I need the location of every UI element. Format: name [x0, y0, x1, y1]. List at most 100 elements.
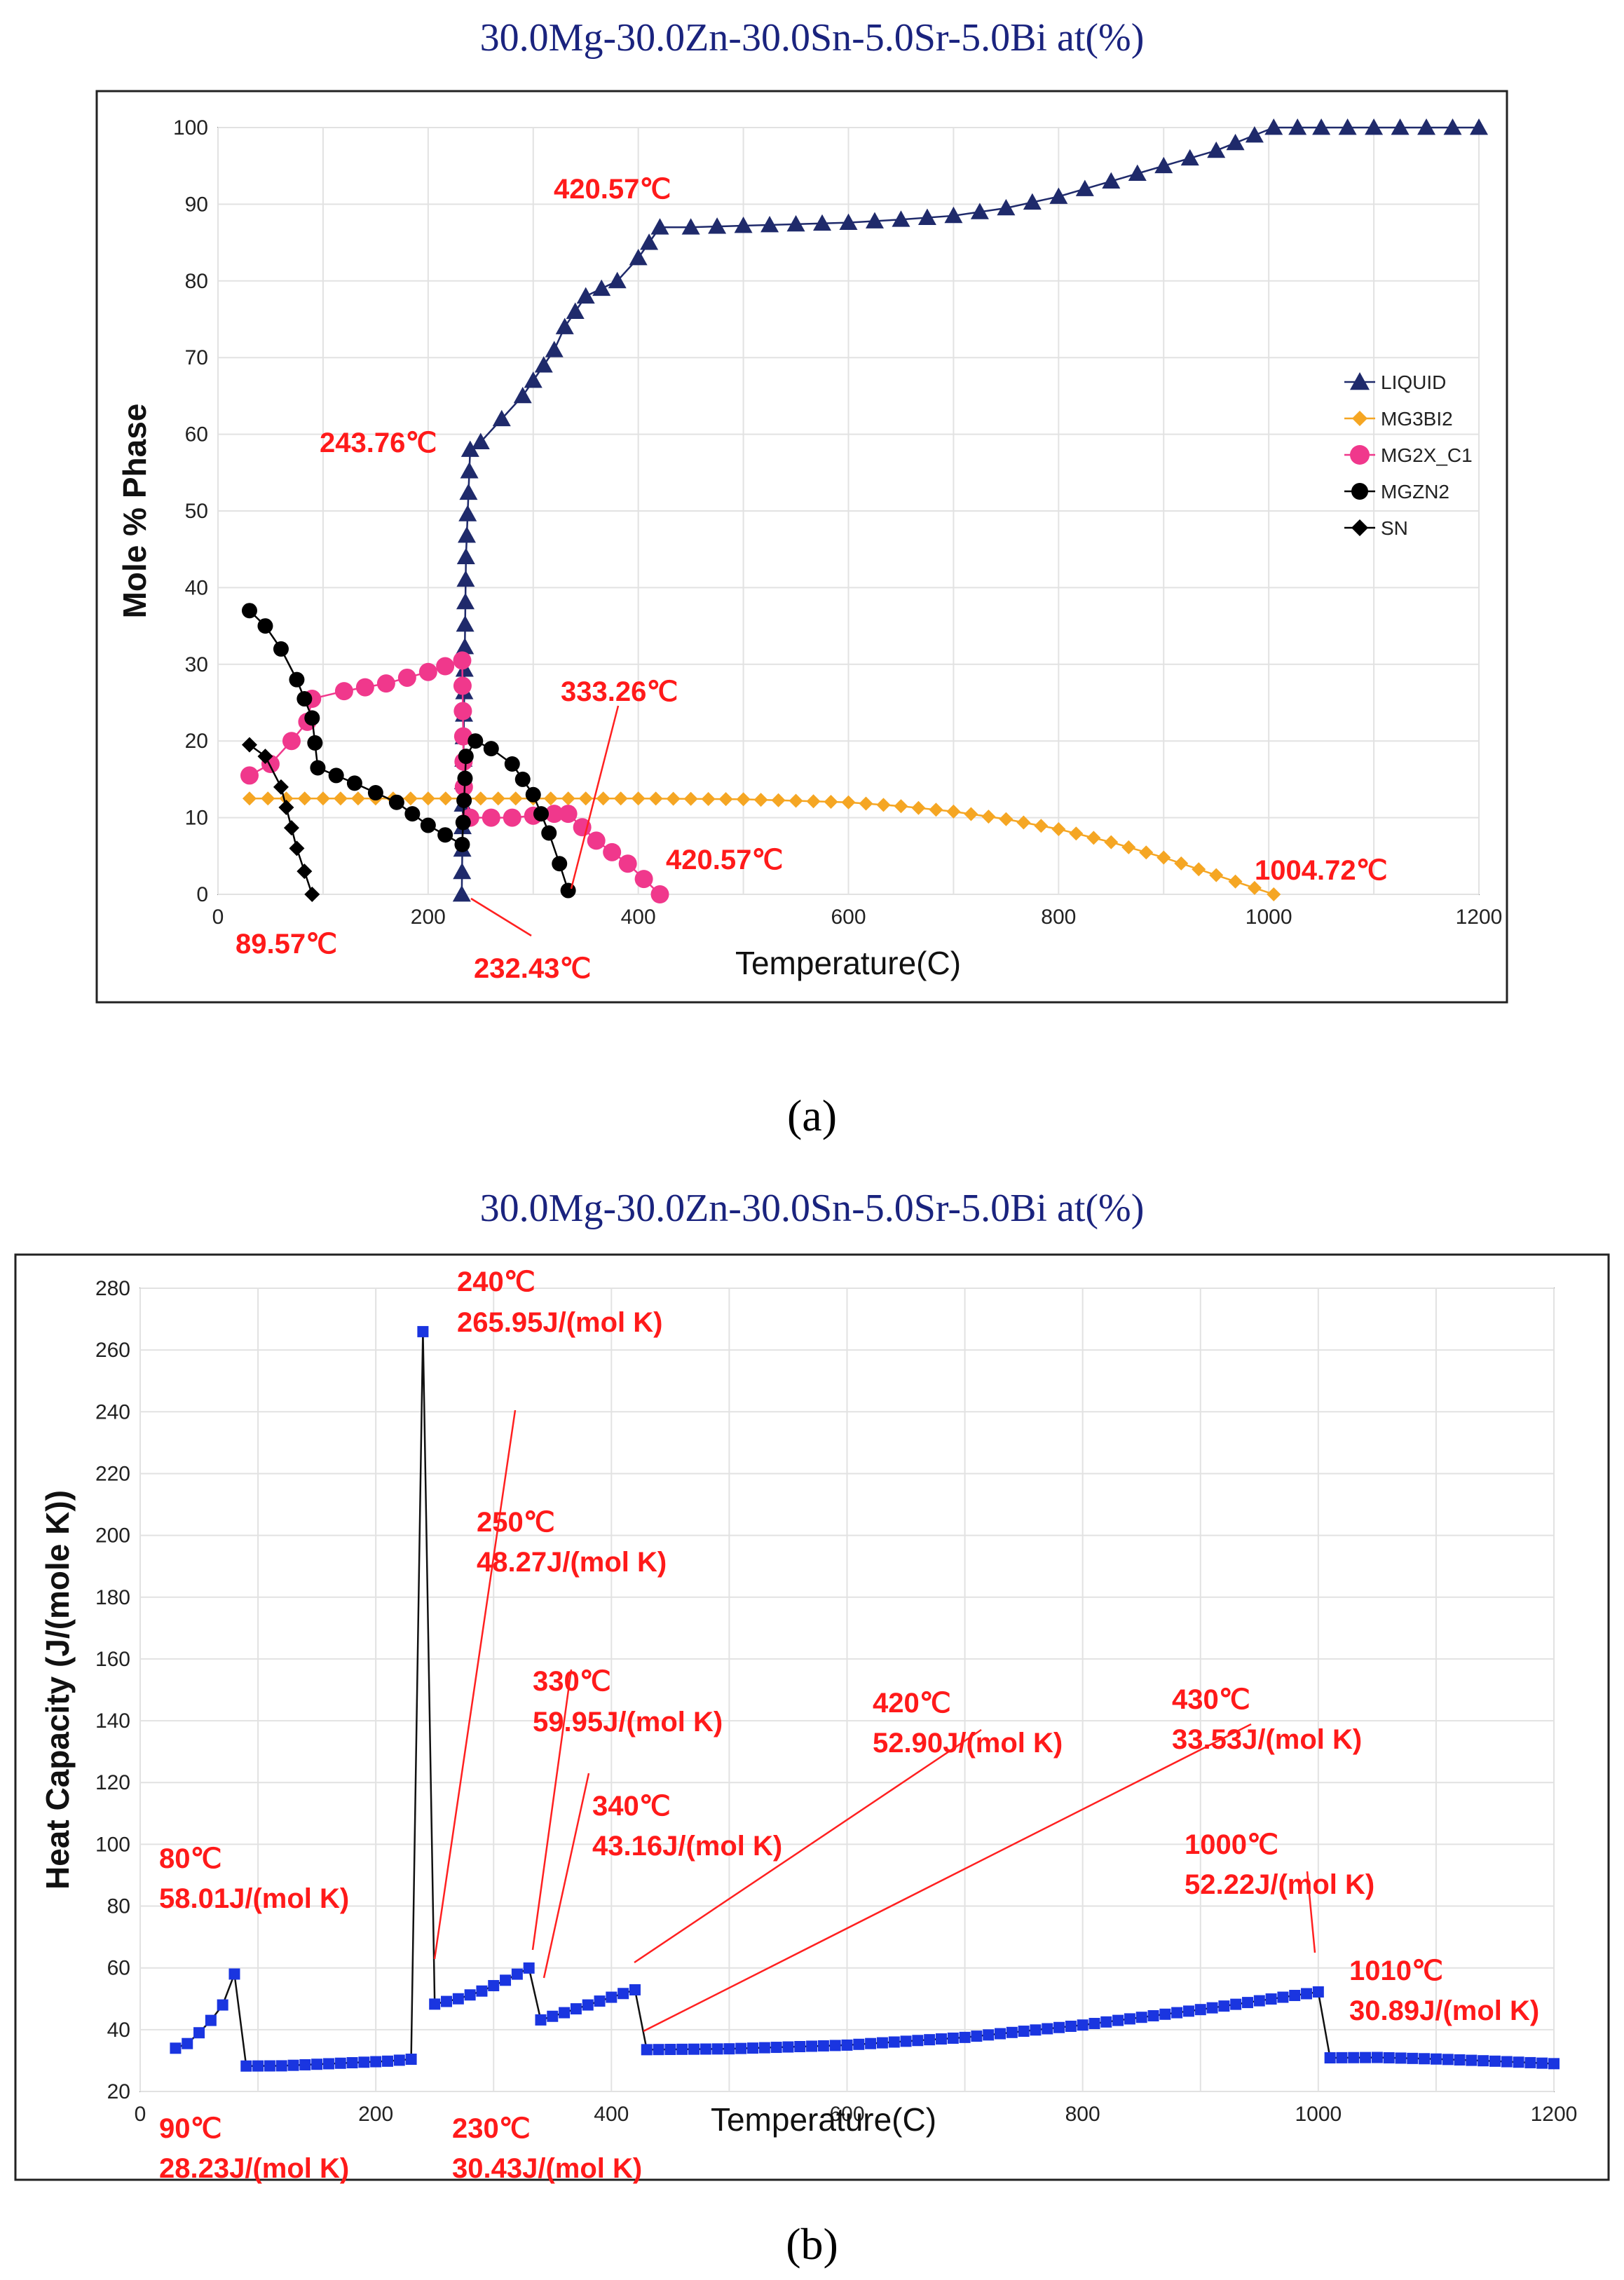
point-mg3bi2 — [648, 791, 663, 806]
point-heat-capacity — [322, 2058, 334, 2070]
legend-marker-liquid — [1350, 372, 1370, 390]
point-heat-capacity — [393, 2054, 405, 2066]
point-heat-capacity — [193, 2027, 205, 2039]
point-heat-capacity — [1301, 1988, 1313, 2000]
point-mg3bi2 — [1174, 856, 1189, 871]
annotation-b-leader-1000 — [1306, 1871, 1316, 1953]
point-heat-capacity — [1454, 2054, 1466, 2066]
point-heat-capacity — [1524, 2056, 1536, 2068]
annotation-b-340-value: 43.16J/(mol K) — [592, 1831, 782, 1862]
point-liquid — [453, 862, 472, 880]
point-heat-capacity — [1171, 2007, 1183, 2019]
point-mg3bi2 — [806, 794, 821, 809]
annotation-b-leader-340 — [543, 1773, 590, 1979]
point-heat-capacity — [959, 2031, 971, 2043]
point-mg3bi2 — [841, 795, 856, 810]
chart-b-ylabel: Heat Capacity (J/(mole K)) — [39, 1490, 76, 1890]
point-heat-capacity — [299, 2059, 311, 2070]
point-mg2x_c1 — [436, 657, 455, 676]
point-heat-capacity — [429, 1998, 441, 2010]
point-mgzn2 — [257, 618, 273, 634]
chart-a-ylabel: Mole % Phase — [116, 404, 153, 619]
b-xtick-label: 200 — [358, 2103, 393, 2126]
point-liquid — [813, 214, 832, 231]
annotation-b-230-temp: 230℃ — [452, 2113, 531, 2144]
point-heat-capacity — [511, 1968, 523, 1980]
point-mg3bi2 — [1209, 868, 1224, 882]
point-heat-capacity — [1206, 2002, 1218, 2014]
point-mgzn2 — [533, 806, 549, 822]
point-heat-capacity — [794, 2041, 806, 2053]
a-xtick-label: 200 — [411, 906, 446, 929]
point-heat-capacity — [370, 2056, 382, 2068]
point-heat-capacity — [464, 1989, 476, 2001]
point-heat-capacity — [723, 2043, 735, 2055]
point-heat-capacity — [417, 1325, 429, 1337]
point-liquid — [459, 483, 478, 500]
point-liquid — [460, 440, 479, 457]
point-heat-capacity — [311, 2059, 323, 2070]
annotation-a-232: 232.43℃ — [474, 953, 591, 984]
point-mgzn2 — [525, 786, 541, 803]
point-mg2x_c1 — [397, 668, 416, 687]
annotation-b-leader-330 — [531, 1669, 573, 1951]
point-heat-capacity — [1182, 2005, 1194, 2017]
point-liquid — [629, 248, 648, 266]
point-mgzn2 — [420, 817, 436, 833]
point-heat-capacity — [334, 2057, 346, 2069]
point-liquid — [1312, 118, 1331, 135]
point-mgzn2 — [328, 767, 344, 784]
point-heat-capacity — [876, 2037, 888, 2049]
a-ytick-label: 0 — [196, 883, 208, 906]
point-heat-capacity — [947, 2032, 959, 2044]
chart-a-frame — [95, 90, 1508, 1004]
b-ytick-label: 200 — [95, 1524, 130, 1548]
annotation-a-1004: 1004.72℃ — [1255, 855, 1388, 886]
chart-b-title: 30.0Mg-30.0Zn-30.0Sn-5.0Sr-5.0Bi at(%) — [479, 1187, 1145, 1230]
point-heat-capacity — [1348, 2052, 1360, 2063]
point-mg3bi2 — [543, 791, 558, 806]
annotation-b-80-temp: 80℃ — [159, 1843, 221, 1874]
point-mg2x_c1 — [545, 805, 564, 824]
point-mg2x_c1 — [634, 870, 653, 889]
b-ytick-label: 280 — [95, 1277, 130, 1300]
annotation-a-243: 243.76℃ — [320, 428, 437, 458]
legend-label-sn: SN — [1381, 517, 1408, 539]
point-liquid — [1365, 118, 1384, 135]
point-heat-capacity — [1395, 2052, 1407, 2064]
point-mgzn2 — [552, 856, 568, 872]
point-heat-capacity — [1147, 2010, 1159, 2022]
point-liquid — [592, 279, 611, 296]
point-heat-capacity — [559, 2007, 571, 2019]
point-mg3bi2 — [1139, 845, 1154, 860]
point-mgzn2 — [304, 710, 320, 726]
point-heat-capacity — [476, 1985, 488, 1997]
annotation-b-340-temp: 340℃ — [592, 1791, 671, 1822]
point-heat-capacity — [817, 2040, 829, 2052]
point-liquid — [1245, 125, 1264, 143]
point-liquid — [1102, 172, 1121, 189]
point-sn — [304, 887, 320, 902]
point-liquid — [452, 885, 471, 902]
point-mg3bi2 — [1051, 822, 1066, 837]
point-mg3bi2 — [929, 803, 943, 817]
point-liquid — [492, 409, 511, 427]
b-ytick-label: 160 — [95, 1648, 130, 1671]
point-mgzn2 — [241, 603, 257, 619]
annotation-b-1010-value: 30.89J/(mol K) — [1349, 1995, 1539, 2026]
point-mg3bi2 — [438, 791, 453, 806]
point-heat-capacity — [888, 2036, 900, 2048]
annotation-a-89: 89.57℃ — [236, 929, 337, 960]
point-liquid — [1226, 133, 1245, 151]
point-liquid — [524, 371, 543, 388]
point-heat-capacity — [1135, 2012, 1147, 2023]
point-heat-capacity — [1277, 1991, 1289, 2003]
point-liquid — [456, 615, 475, 632]
point-mg2x_c1 — [603, 842, 622, 861]
annotation-a-420-bottom: 420.57℃ — [666, 845, 783, 875]
point-heat-capacity — [547, 2010, 559, 2022]
a-xtick-label: 600 — [831, 906, 866, 929]
point-heat-capacity — [1030, 2024, 1042, 2036]
point-mgzn2 — [454, 836, 470, 852]
point-mg2x_c1 — [587, 831, 606, 850]
